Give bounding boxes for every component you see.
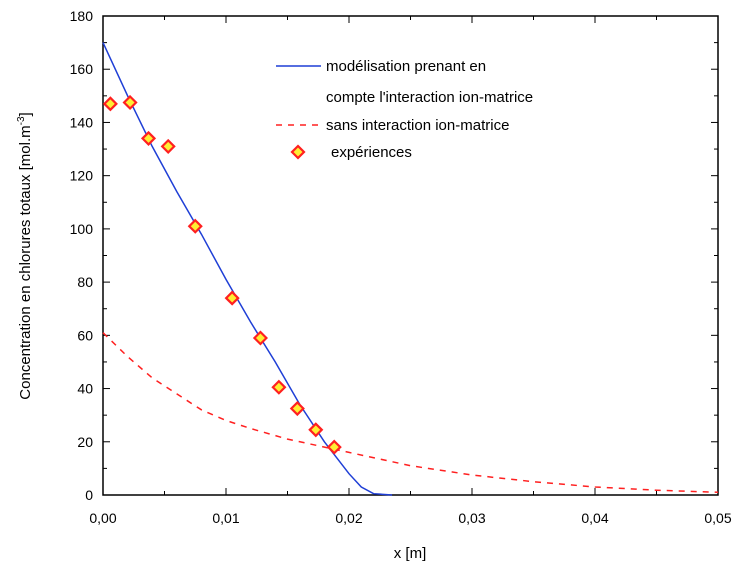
data-point [252,330,268,346]
data-point [102,96,118,112]
data-point [187,218,203,234]
x-tick-label: 0,03 [458,510,485,526]
y-tick-label: 180 [70,8,94,24]
y-tick-label: 100 [70,221,94,237]
x-tick-label: 0,00 [89,510,116,526]
legend-label-sans-interaction: sans interaction ion-matrice [326,117,509,134]
data-point [122,94,138,111]
series-line-modelisation [102,42,393,496]
y-axis-label-main: Concentration en chlorures totaux [mol.m [17,125,34,399]
ticks-group: 0,00 0,01 0,02 0,03 0,04 0,05 0 20 40 60 80 100 120 1… [70,8,732,526]
y-tick-label: 120 [70,168,94,184]
y-tick-label: 160 [70,61,94,77]
series-group [102,42,719,496]
legend-label-line1: modélisation prenant en [326,58,486,75]
y-tick-label: 80 [77,274,93,290]
x-axis-label: x [m] [394,545,427,562]
y-axis-label-group: Concentration en chlorures totaux [mol.m… [16,112,34,399]
y-tick-label: 60 [77,327,93,343]
data-point [271,379,287,395]
x-tick-label: 0,01 [212,510,239,526]
y-axis-label-superscript: -3 [16,116,27,125]
data-point [140,130,157,146]
y-tick-label: 0 [85,487,93,503]
y-tick-label: 140 [70,114,94,130]
legend-label-line2: compte l'interaction ion-matrice [326,89,533,106]
x-tick-label: 0,02 [335,510,362,526]
y-tick-label: 40 [77,381,93,397]
plot-frame [102,15,719,496]
data-point [326,439,342,455]
data-point [224,290,240,306]
y-tick-label: 20 [77,434,93,450]
x-tick-label: 0,05 [704,510,731,526]
legend-label-experiences: expériences [331,144,412,161]
plot-frame-group [102,15,719,496]
legend-swatch-marker [290,144,306,160]
data-point [160,138,176,154]
legend: modélisation prenant en compte l'interact… [276,58,533,161]
y-axis-label: Concentration en chlorures totaux [mol.m… [16,112,34,399]
data-point [308,422,324,438]
x-tick-label: 0,04 [581,510,608,526]
data-point [289,400,305,417]
series-line-sans-interaction [102,332,719,494]
y-axis-label-close: ] [17,112,34,116]
